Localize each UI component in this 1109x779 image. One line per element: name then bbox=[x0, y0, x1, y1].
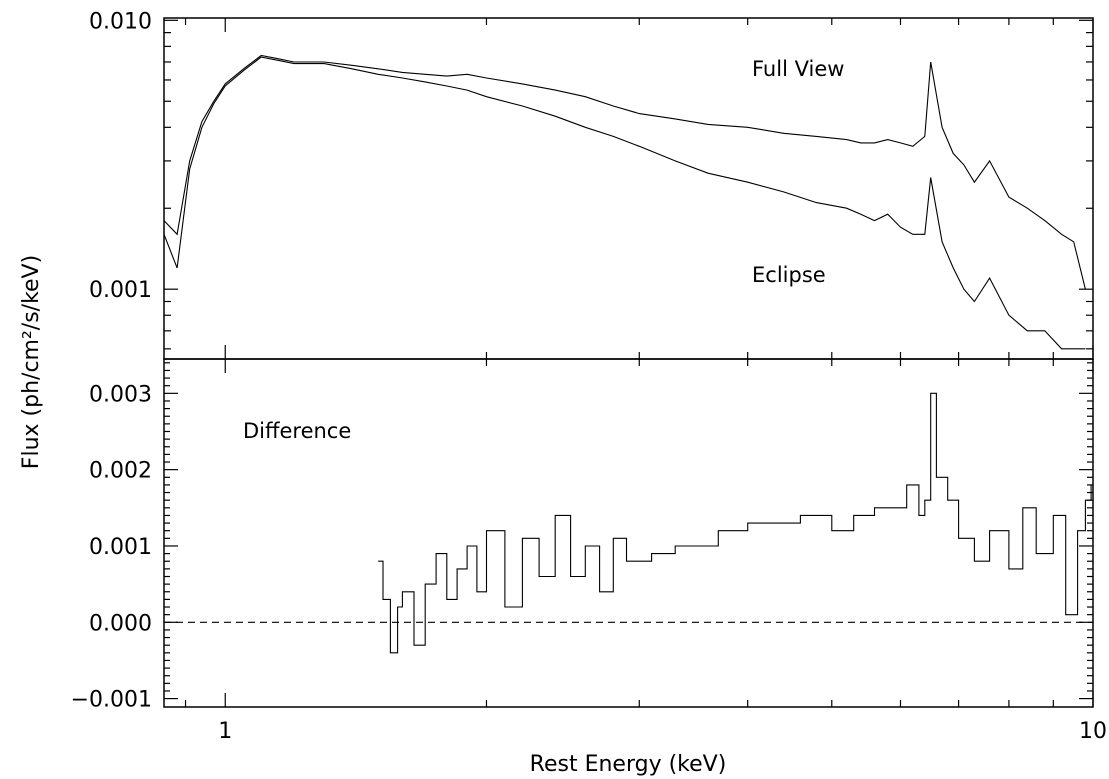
eclipse-spectrum-line bbox=[163, 56, 1086, 350]
annotation-full-view: Full View bbox=[752, 57, 844, 81]
top-y-tick-label: 0.010 bbox=[89, 9, 152, 34]
annotation-difference: Difference bbox=[243, 419, 351, 443]
top-y-tick-label: 0.001 bbox=[89, 278, 152, 303]
bottom-y-tick-label: 0.002 bbox=[89, 459, 152, 484]
bottom-y-tick-label: 0.000 bbox=[89, 611, 152, 636]
annotation-eclipse: Eclipse bbox=[752, 263, 826, 287]
x-tick-label: 1 bbox=[218, 719, 232, 744]
bottom-panel-series bbox=[378, 392, 1092, 654]
bottom-y-tick-label: 0.003 bbox=[89, 382, 152, 407]
top-panel-series bbox=[163, 54, 1086, 350]
bottom-y-tick-label: −0.001 bbox=[71, 688, 152, 713]
bottom-y-tick-label: 0.001 bbox=[89, 535, 152, 560]
bottom-panel-ticks: 1 10 −0.001 0.000 0.001 0.002 0.003 bbox=[71, 359, 1107, 744]
full-view-spectrum-line bbox=[163, 54, 1086, 290]
x-tick-label: 10 bbox=[1079, 719, 1107, 744]
bottom-panel-frame bbox=[163, 358, 1094, 708]
x-axis-label: Rest Energy (keV) bbox=[530, 752, 727, 777]
top-panel-ticks: 0.001 0.010 bbox=[89, 9, 1094, 359]
difference-spectrum-line bbox=[378, 392, 1092, 654]
y-axis-label: Flux (ph/cm²/s/keV) bbox=[19, 255, 44, 469]
